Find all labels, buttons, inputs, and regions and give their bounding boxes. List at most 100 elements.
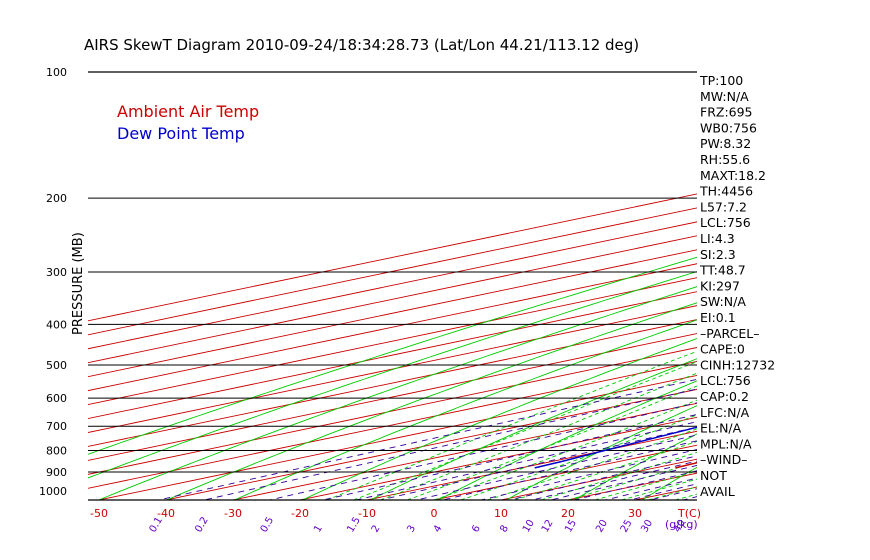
stability-index: MAXT:18.2 bbox=[700, 168, 766, 183]
dry-adiabat-line bbox=[573, 433, 697, 500]
stability-index: L57:7.2 bbox=[700, 199, 747, 214]
dry-adiabat-line bbox=[370, 358, 697, 500]
bottom-temp-tick-label: -40 bbox=[157, 507, 175, 520]
stability-index: MW:N/A bbox=[700, 89, 749, 104]
mixing-ratio-line bbox=[158, 378, 697, 500]
mixing-ratio-tick-label: 2 bbox=[370, 523, 383, 534]
pressure-tick-label: 100 bbox=[46, 66, 67, 79]
mixing-ratio-tick-label: 1 bbox=[312, 523, 325, 534]
mixing-ratio-tick-label: 6 bbox=[470, 523, 483, 534]
moist-adiabat-line bbox=[541, 451, 697, 500]
bottom-temp-tick-label: 10 bbox=[494, 507, 508, 520]
mixing-ratio-line bbox=[629, 483, 697, 500]
mixing-ratio-tick-label: 12 bbox=[540, 518, 556, 535]
pressure-tick-label: 900 bbox=[46, 466, 67, 479]
stability-index: LCL:756 bbox=[700, 373, 751, 388]
legend: Ambient Air Temp Dew Point Temp bbox=[117, 102, 259, 143]
stability-index: CAP:0.2 bbox=[700, 389, 749, 404]
x-axis-label: T(C) bbox=[677, 507, 701, 520]
pressure-tick-label: 700 bbox=[46, 420, 67, 433]
isotherm-line bbox=[98, 374, 697, 500]
bottom-temp-tick-label: -50 bbox=[90, 507, 108, 520]
isotherm-line bbox=[88, 277, 697, 406]
mixing-ratio-line bbox=[269, 402, 697, 500]
mixing-ratio-tick-label: 8 bbox=[498, 523, 511, 534]
moist-adiabat-line bbox=[567, 461, 697, 500]
isotherm-line bbox=[88, 221, 697, 350]
dry-adiabat-line bbox=[302, 338, 697, 500]
mixing-ratio-tick-label: 20 bbox=[594, 518, 610, 535]
isotherm-line bbox=[88, 193, 697, 322]
stability-index: AVAIL bbox=[700, 484, 735, 499]
dry-adiabat-line bbox=[438, 380, 697, 500]
pressure-tick-label: 200 bbox=[46, 192, 67, 205]
stability-index: WB0:756 bbox=[700, 120, 757, 135]
stability-index: LI:4.3 bbox=[700, 231, 735, 246]
moist-adiabat-line bbox=[433, 399, 697, 500]
dew-point-line bbox=[534, 426, 697, 469]
mixing-ratio-line bbox=[604, 477, 697, 500]
isotherm-line bbox=[88, 249, 697, 378]
isotherm-line bbox=[299, 416, 697, 500]
isotherm-line bbox=[88, 305, 697, 433]
legend-entry: Dew Point Temp bbox=[117, 124, 245, 143]
stability-index: CAPE:0 bbox=[700, 342, 745, 357]
isotherm-line bbox=[88, 360, 697, 489]
pressure-tick-label: 300 bbox=[46, 266, 67, 279]
mixing-ratio-unit-label: (g/kg) bbox=[665, 518, 698, 531]
mixing-ratio-line bbox=[531, 460, 697, 500]
isotherm-line bbox=[836, 72, 870, 500]
stability-index: –PARCEL– bbox=[700, 326, 759, 341]
stability-index: SI:2.3 bbox=[700, 247, 736, 262]
bottom-temp-tick-label: 20 bbox=[561, 507, 575, 520]
isotherm-line bbox=[433, 444, 697, 500]
stability-index: LCL:756 bbox=[700, 215, 751, 230]
isotherm-line bbox=[88, 333, 697, 461]
moist-adiabat-line bbox=[380, 372, 697, 500]
mixing-ratio-tick-label: 0.2 bbox=[193, 515, 210, 534]
mixing-ratio-tick-label: 15 bbox=[563, 518, 579, 535]
dry-adiabat-line bbox=[234, 319, 697, 500]
data-series bbox=[534, 426, 697, 469]
pressure-tick-label: 500 bbox=[46, 359, 67, 372]
isotherm-line bbox=[366, 430, 697, 500]
stability-index: MPL:N/A bbox=[700, 436, 752, 451]
dry-adiabat-line bbox=[98, 286, 697, 500]
bottom-temp-tick-label: 30 bbox=[628, 507, 642, 520]
mixing-ratio-line bbox=[204, 388, 697, 500]
moist-adiabat-line bbox=[514, 440, 697, 500]
dry-adiabat-line bbox=[88, 256, 697, 455]
pressure-tick-label: 800 bbox=[46, 445, 67, 458]
stability-index: TP:100 bbox=[699, 73, 743, 88]
moist-adiabat-line bbox=[353, 361, 697, 500]
stability-index: PW:8.32 bbox=[700, 136, 751, 151]
stability-index: TT:48.7 bbox=[699, 263, 746, 278]
isobars bbox=[88, 71, 697, 501]
mixing-ratio-tick-label: 4 bbox=[432, 523, 445, 534]
moist-adiabat-line bbox=[648, 486, 697, 500]
dry-adiabat-line bbox=[88, 271, 697, 479]
dry-adiabat-line bbox=[846, 72, 870, 500]
isotherm-line bbox=[88, 263, 697, 392]
stability-index: –WIND– bbox=[700, 452, 748, 467]
stability-index: RH:55.6 bbox=[700, 152, 750, 167]
isotherm-line bbox=[165, 388, 697, 500]
isotherm-line bbox=[88, 207, 697, 336]
stability-index: EL:N/A bbox=[700, 421, 742, 436]
pressure-tick-label: 400 bbox=[46, 318, 67, 331]
moist-adiabat-line bbox=[407, 385, 697, 500]
isotherm-line bbox=[88, 235, 697, 364]
mixing-ratio-tick-label: 3 bbox=[405, 523, 418, 534]
dry-adiabat-line bbox=[641, 466, 697, 500]
bottom-temp-tick-label: 0 bbox=[431, 507, 438, 520]
stability-index: EI:0.1 bbox=[700, 310, 736, 325]
mixing-ratio-tick-label: 30 bbox=[639, 518, 655, 535]
bottom-temp-tick-label: -10 bbox=[358, 507, 376, 520]
stability-index: NOT bbox=[700, 468, 727, 483]
stability-index: LFC:N/A bbox=[700, 405, 750, 420]
y-axis-label: PRESSURE (MB) bbox=[71, 232, 86, 335]
pressure-tick-label: 1000 bbox=[39, 485, 67, 498]
background-lines bbox=[88, 72, 870, 500]
isotherm-line bbox=[769, 72, 870, 500]
